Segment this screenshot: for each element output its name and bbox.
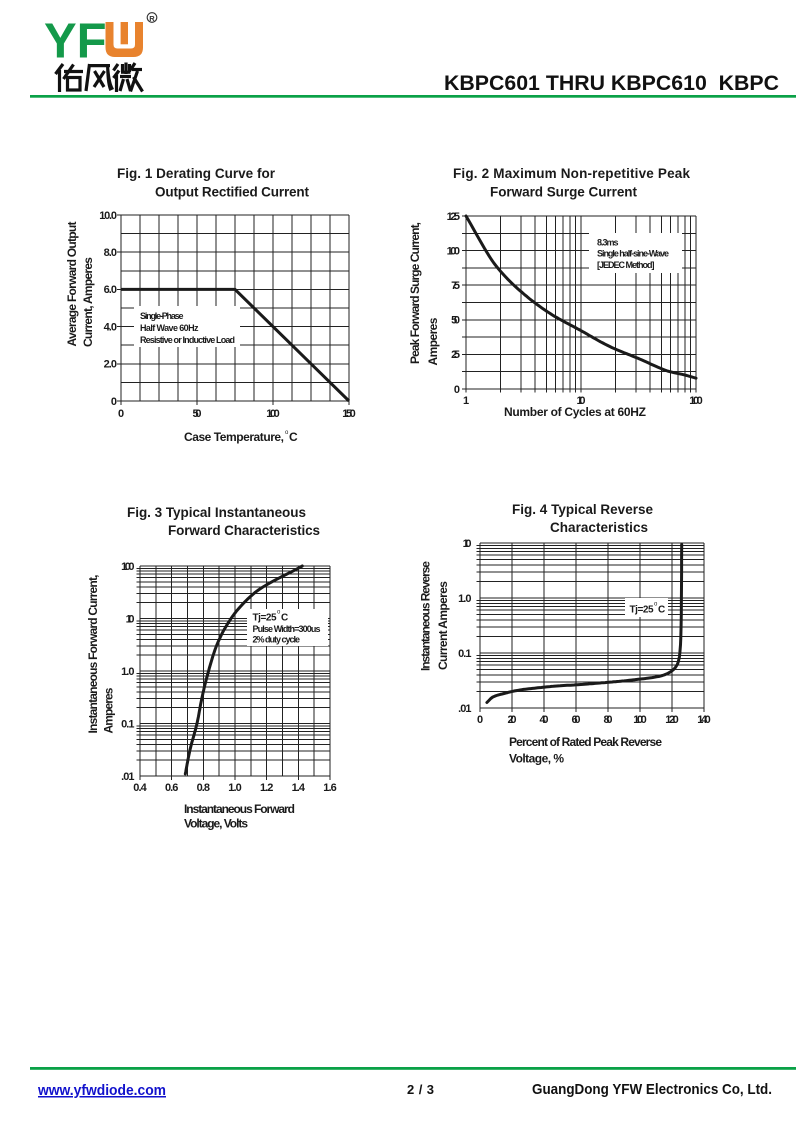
svg-text:Instantaneous Forward Current,: Instantaneous Forward Current,	[86, 575, 100, 734]
svg-text:[JEDEC Method]: [JEDEC Method]	[597, 260, 655, 270]
svg-text:Amperes: Amperes	[426, 317, 440, 365]
svg-text:Voltage, %: Voltage, %	[509, 752, 564, 766]
svg-text:o: o	[285, 430, 289, 436]
svg-text:10: 10	[577, 395, 586, 407]
svg-text:Forward Characteristics: Forward Characteristics	[168, 523, 320, 538]
svg-text:KBPC601 THRU KBPC610 KBPC: KBPC601 THRU KBPC610 KBPC	[444, 71, 779, 95]
svg-text:0.4: 0.4	[133, 782, 147, 794]
svg-text:1.0: 1.0	[458, 593, 471, 605]
svg-text:0.1: 0.1	[458, 648, 471, 660]
svg-text:Tj=25: Tj=25	[630, 605, 654, 616]
svg-text:Single half-sine-Wave: Single half-sine-Wave	[597, 249, 669, 259]
svg-text:100: 100	[447, 245, 460, 257]
svg-text:10: 10	[463, 538, 472, 550]
svg-text:YF: YF	[44, 15, 107, 69]
svg-text:40: 40	[540, 714, 549, 726]
svg-text:150: 150	[342, 408, 355, 420]
svg-text:0.8: 0.8	[197, 782, 210, 794]
svg-text:Single-Phase: Single-Phase	[140, 311, 184, 321]
svg-text:o: o	[654, 602, 658, 608]
svg-text:Voltage, Volts: Voltage, Volts	[184, 817, 248, 831]
svg-text:Instantaneous Reverse: Instantaneous Reverse	[419, 561, 433, 671]
svg-text:6.0: 6.0	[104, 284, 117, 296]
svg-text:20: 20	[508, 714, 517, 726]
svg-text:8.3ms: 8.3ms	[597, 238, 619, 248]
svg-text:Characteristics: Characteristics	[550, 520, 648, 535]
svg-text:GuangDong YFW Electronics Co,: GuangDong YFW Electronics Co, Ltd.	[532, 1081, 772, 1098]
svg-text:Number of Cycles at 60HZ: Number of Cycles at 60HZ	[504, 405, 646, 419]
svg-text:10.0: 10.0	[99, 210, 117, 222]
svg-text:0: 0	[118, 408, 124, 420]
svg-text:10: 10	[126, 613, 135, 625]
svg-text:Output Rectified Current: Output Rectified Current	[155, 185, 310, 200]
svg-text:Fig. 3 Typical Instantaneous: Fig. 3 Typical Instantaneous	[127, 505, 306, 520]
svg-text:Instantaneous Forward: Instantaneous Forward	[184, 802, 295, 816]
svg-text:Forward Surge Current: Forward Surge Current	[490, 185, 638, 200]
svg-text:0.1: 0.1	[121, 718, 134, 730]
svg-text:2% duty cycle: 2% duty cycle	[253, 635, 301, 645]
svg-text:75: 75	[451, 280, 460, 292]
svg-text:1.0: 1.0	[121, 666, 134, 678]
svg-text:C: C	[281, 613, 288, 624]
svg-text:Half Wave 60Hz: Half Wave 60Hz	[140, 323, 199, 333]
svg-text:Current Amperes: Current Amperes	[436, 581, 450, 670]
svg-text:50: 50	[451, 315, 460, 327]
svg-text:60: 60	[572, 714, 581, 726]
svg-text:120: 120	[665, 714, 678, 726]
svg-text:25: 25	[451, 349, 460, 361]
svg-text:1: 1	[463, 395, 469, 407]
svg-text:8.0: 8.0	[104, 247, 117, 259]
svg-text:Current, Amperes: Current, Amperes	[81, 257, 95, 347]
svg-text:0: 0	[477, 714, 483, 726]
svg-text:R: R	[149, 14, 155, 23]
svg-text:1.6: 1.6	[323, 782, 336, 794]
svg-text:0: 0	[111, 396, 117, 408]
svg-text:140: 140	[697, 714, 710, 726]
svg-text:.01: .01	[121, 771, 134, 783]
svg-text:C: C	[658, 605, 665, 616]
svg-text:4.0: 4.0	[104, 321, 117, 333]
svg-text:1.4: 1.4	[292, 782, 306, 794]
svg-text:100: 100	[689, 395, 702, 407]
svg-text:1.2: 1.2	[260, 782, 273, 794]
svg-text:50: 50	[193, 408, 202, 420]
svg-text:0.6: 0.6	[165, 782, 178, 794]
svg-text:1.0: 1.0	[228, 782, 241, 794]
svg-text:www.yfwdiode.com: www.yfwdiode.com	[37, 1082, 166, 1099]
svg-text:100: 100	[266, 408, 279, 420]
svg-text:Fig. 2 Maximum Non-repetitive: Fig. 2 Maximum Non-repetitive Peak	[453, 166, 690, 181]
svg-text:125: 125	[447, 211, 460, 223]
svg-text:Amperes: Amperes	[102, 687, 116, 733]
svg-text:100: 100	[121, 561, 134, 573]
svg-text:Average Forward Output: Average Forward Output	[65, 222, 79, 347]
svg-text:.01: .01	[458, 703, 471, 715]
svg-text:Fig. 4 Typical Reverse: Fig. 4 Typical Reverse	[512, 502, 653, 517]
svg-text:Percent of Rated Peak Reverse: Percent of Rated Peak Reverse	[509, 735, 662, 749]
svg-text:2.0: 2.0	[104, 359, 117, 371]
svg-text:C: C	[289, 430, 298, 444]
svg-text:100: 100	[633, 714, 646, 726]
svg-text:Resistive or Inductive Load: Resistive or Inductive Load	[140, 335, 235, 345]
svg-text:80: 80	[604, 714, 613, 726]
svg-text:Fig. 1 Derating Curve for: Fig. 1 Derating Curve for	[117, 166, 276, 181]
svg-text:Case Temperature,: Case Temperature,	[184, 430, 284, 444]
svg-text:o: o	[277, 610, 281, 616]
svg-text:Tj=25: Tj=25	[253, 613, 277, 624]
svg-text:2 / 3: 2 / 3	[407, 1082, 434, 1097]
svg-text:Peak Forward Surge Current,: Peak Forward Surge Current,	[408, 222, 422, 364]
svg-text:Pulse Width=300us: Pulse Width=300us	[253, 624, 321, 634]
svg-text:0: 0	[454, 384, 460, 396]
